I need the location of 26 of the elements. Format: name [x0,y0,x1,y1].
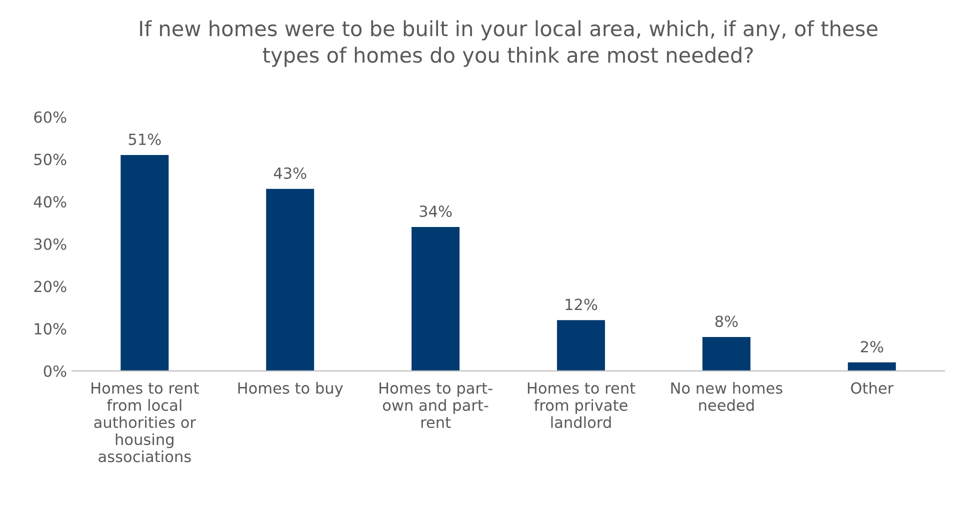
data-label: 12% [566,298,598,310]
y-tick-label: 50% [34,154,66,166]
y-tick-label: 30% [34,238,66,250]
bar [120,154,169,371]
y-tick-label: 20% [34,280,66,292]
x-tick-label: Homes to part- own and part- rent [380,382,492,428]
y-tick-label: 0% [44,365,66,377]
data-label: 51% [128,134,161,146]
data-label: 2% [860,340,884,353]
bar [412,226,460,371]
x-tick-label: Homes to rent from private landlord [528,382,636,428]
bar [266,188,314,371]
bar [556,320,605,371]
y-tick-label: 60% [34,111,66,123]
x-tick-label: Homes to rent from local authorities or housing associations [92,382,199,462]
data-label: 43% [274,167,306,179]
data-label: 34% [420,205,452,218]
x-tick-label: Homes to buy [238,382,343,397]
x-tick-label: No new homes needed [671,382,782,411]
y-tick-label: 10% [34,323,66,335]
y-tick-label: 40% [34,196,66,208]
x-tick-label: Other [851,382,894,394]
bar [702,337,750,371]
data-label: 8% [715,316,738,328]
chart-title: If new homes were to be built in your local area, which, if any, of these types of homes do you think are most needed? [140,20,878,67]
bar [848,362,896,371]
